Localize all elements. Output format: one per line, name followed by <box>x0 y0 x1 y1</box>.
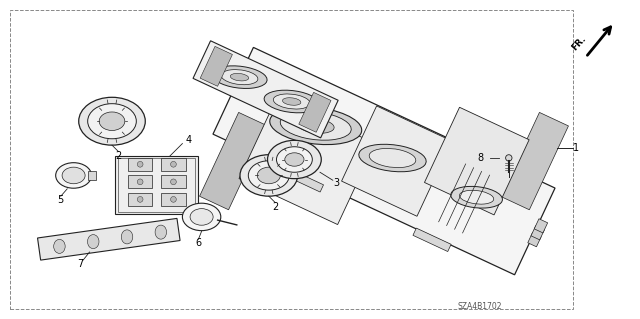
Text: 6: 6 <box>195 238 202 248</box>
Polygon shape <box>38 219 180 260</box>
Ellipse shape <box>171 179 176 185</box>
Polygon shape <box>200 46 232 86</box>
Ellipse shape <box>221 70 258 85</box>
Ellipse shape <box>99 112 125 130</box>
Polygon shape <box>200 112 268 210</box>
Ellipse shape <box>54 239 65 253</box>
Ellipse shape <box>280 111 351 140</box>
Ellipse shape <box>79 97 145 145</box>
Polygon shape <box>88 171 96 180</box>
Ellipse shape <box>276 147 312 172</box>
Ellipse shape <box>240 155 298 196</box>
Ellipse shape <box>264 90 319 113</box>
Ellipse shape <box>190 209 213 225</box>
Text: 2: 2 <box>115 151 122 161</box>
Polygon shape <box>285 168 323 192</box>
Text: 5: 5 <box>58 195 64 205</box>
Polygon shape <box>213 48 555 275</box>
Bar <box>128 158 152 171</box>
Bar <box>161 175 186 188</box>
Ellipse shape <box>273 94 310 109</box>
Ellipse shape <box>138 179 143 185</box>
Ellipse shape <box>298 118 334 133</box>
Polygon shape <box>531 226 545 240</box>
Ellipse shape <box>257 167 280 184</box>
Ellipse shape <box>56 163 92 188</box>
Text: 8: 8 <box>477 153 483 163</box>
Polygon shape <box>413 228 451 252</box>
Polygon shape <box>528 233 541 247</box>
Bar <box>118 158 195 212</box>
Bar <box>161 158 186 171</box>
Ellipse shape <box>88 104 136 139</box>
Ellipse shape <box>138 161 143 167</box>
Polygon shape <box>534 219 548 233</box>
Polygon shape <box>500 112 568 210</box>
Ellipse shape <box>230 73 249 81</box>
Polygon shape <box>342 106 452 216</box>
Ellipse shape <box>138 197 143 202</box>
Text: 1: 1 <box>573 143 579 153</box>
Bar <box>128 175 152 188</box>
Text: FR.: FR. <box>570 34 588 52</box>
Ellipse shape <box>369 148 416 167</box>
Text: 7: 7 <box>77 259 83 269</box>
Text: 4: 4 <box>186 135 192 145</box>
Bar <box>128 193 152 206</box>
Ellipse shape <box>359 144 426 172</box>
Ellipse shape <box>171 161 176 167</box>
Polygon shape <box>424 107 529 215</box>
Ellipse shape <box>248 161 289 190</box>
Ellipse shape <box>285 153 304 166</box>
Polygon shape <box>239 98 376 225</box>
Text: 3: 3 <box>333 178 339 189</box>
Bar <box>161 193 186 206</box>
Ellipse shape <box>460 190 493 204</box>
Polygon shape <box>193 41 338 138</box>
Ellipse shape <box>182 203 221 231</box>
Ellipse shape <box>268 140 321 179</box>
Bar <box>115 156 198 214</box>
Polygon shape <box>299 93 331 132</box>
Ellipse shape <box>282 98 301 105</box>
Ellipse shape <box>451 186 502 208</box>
Ellipse shape <box>122 230 132 244</box>
Ellipse shape <box>270 107 362 145</box>
Ellipse shape <box>155 225 166 239</box>
Bar <box>10 10 573 309</box>
Ellipse shape <box>62 167 85 184</box>
Ellipse shape <box>506 155 512 161</box>
Ellipse shape <box>88 234 99 249</box>
Text: 2: 2 <box>272 202 278 212</box>
Text: SZA4B1702: SZA4B1702 <box>458 302 502 311</box>
Ellipse shape <box>212 66 267 88</box>
Ellipse shape <box>171 197 176 202</box>
